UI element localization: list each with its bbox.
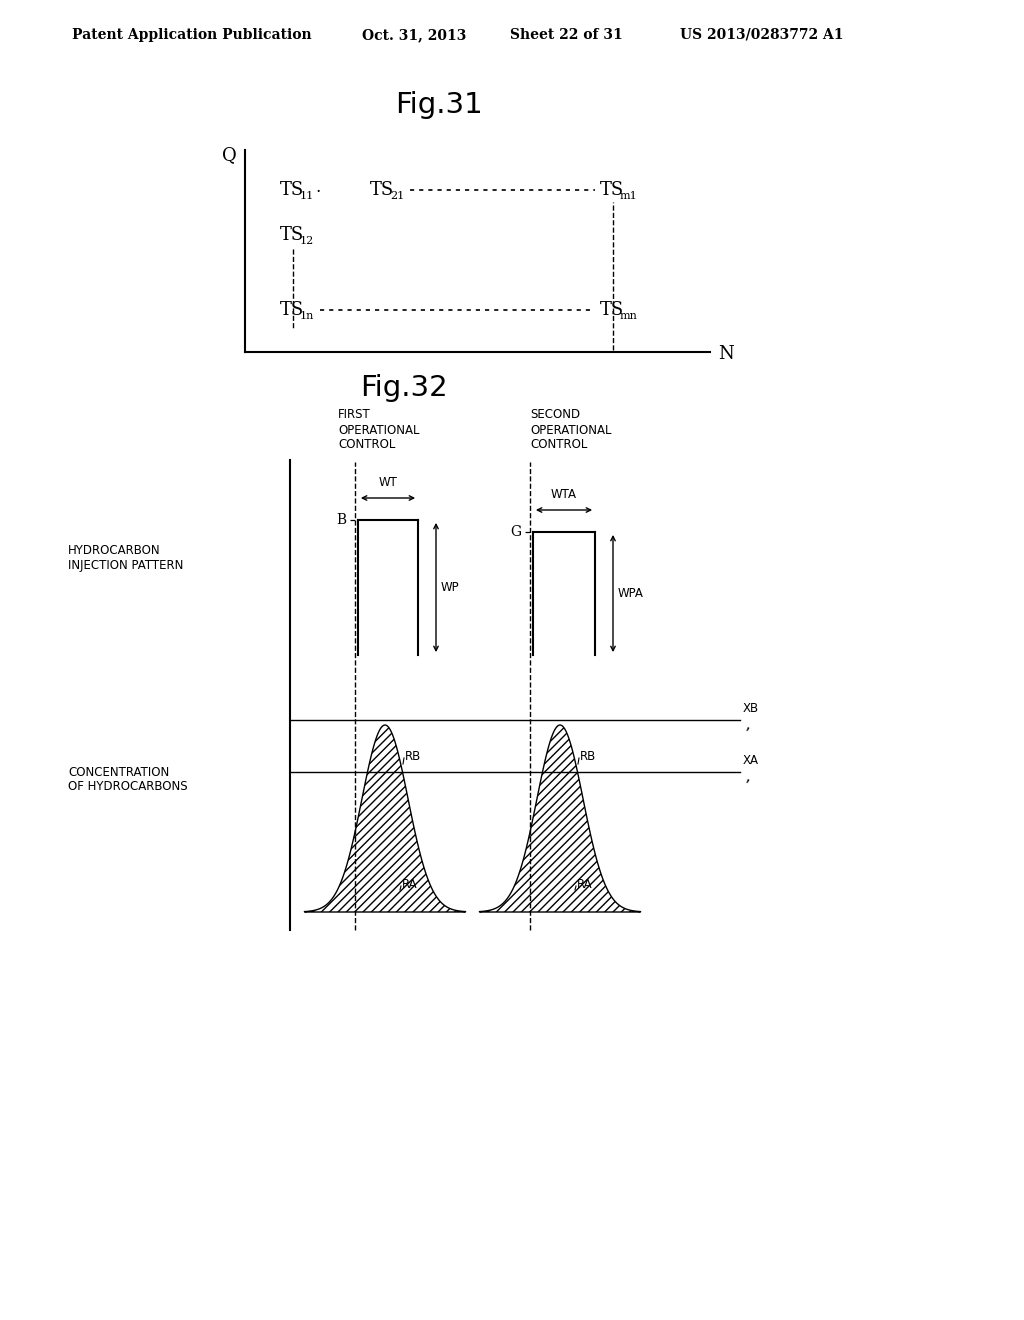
Text: Q: Q: [221, 147, 237, 164]
Text: m1: m1: [620, 191, 638, 201]
Text: CONTROL: CONTROL: [338, 438, 395, 451]
Text: 1n: 1n: [300, 312, 314, 321]
Text: OF HYDROCARBONS: OF HYDROCARBONS: [68, 780, 187, 793]
Text: US 2013/0283772 A1: US 2013/0283772 A1: [680, 28, 844, 42]
Text: ,: ,: [745, 770, 753, 785]
Text: TS: TS: [600, 181, 625, 199]
Text: RB: RB: [406, 751, 421, 763]
Text: XA: XA: [743, 754, 759, 767]
Text: ,: ,: [745, 717, 753, 733]
Text: XB: XB: [743, 701, 759, 714]
Text: INJECTION PATTERN: INJECTION PATTERN: [68, 558, 183, 572]
Text: SECOND: SECOND: [530, 408, 581, 421]
Text: RA: RA: [577, 878, 593, 891]
Text: Patent Application Publication: Patent Application Publication: [72, 28, 311, 42]
Polygon shape: [479, 725, 640, 912]
Text: Sheet 22 of 31: Sheet 22 of 31: [510, 28, 623, 42]
Text: WT: WT: [379, 477, 397, 488]
Text: OPERATIONAL: OPERATIONAL: [338, 424, 420, 437]
Text: N: N: [718, 345, 734, 363]
Text: mn: mn: [620, 312, 638, 321]
Text: Oct. 31, 2013: Oct. 31, 2013: [362, 28, 466, 42]
Text: 21: 21: [390, 191, 404, 201]
Text: Fig.31: Fig.31: [395, 91, 482, 119]
Text: .: .: [315, 180, 321, 197]
Text: TS: TS: [600, 301, 625, 319]
Text: TS: TS: [280, 226, 304, 244]
Text: FIRST: FIRST: [338, 408, 371, 421]
Text: G: G: [510, 525, 521, 539]
Text: TS: TS: [280, 301, 304, 319]
Text: 12: 12: [300, 236, 314, 246]
Text: Fig.32: Fig.32: [360, 374, 447, 403]
Text: TS: TS: [280, 181, 304, 199]
Text: RB: RB: [580, 751, 596, 763]
Text: B: B: [336, 513, 346, 527]
Text: TS: TS: [370, 181, 394, 199]
Text: OPERATIONAL: OPERATIONAL: [530, 424, 611, 437]
Text: CONTROL: CONTROL: [530, 438, 588, 451]
Polygon shape: [304, 725, 466, 912]
Text: HYDROCARBON: HYDROCARBON: [68, 544, 161, 557]
Text: WTA: WTA: [551, 488, 577, 502]
Text: 11: 11: [300, 191, 314, 201]
Text: CONCENTRATION: CONCENTRATION: [68, 766, 169, 779]
Text: WPA: WPA: [618, 587, 644, 601]
Text: WP: WP: [441, 581, 460, 594]
Text: RA: RA: [402, 878, 418, 891]
